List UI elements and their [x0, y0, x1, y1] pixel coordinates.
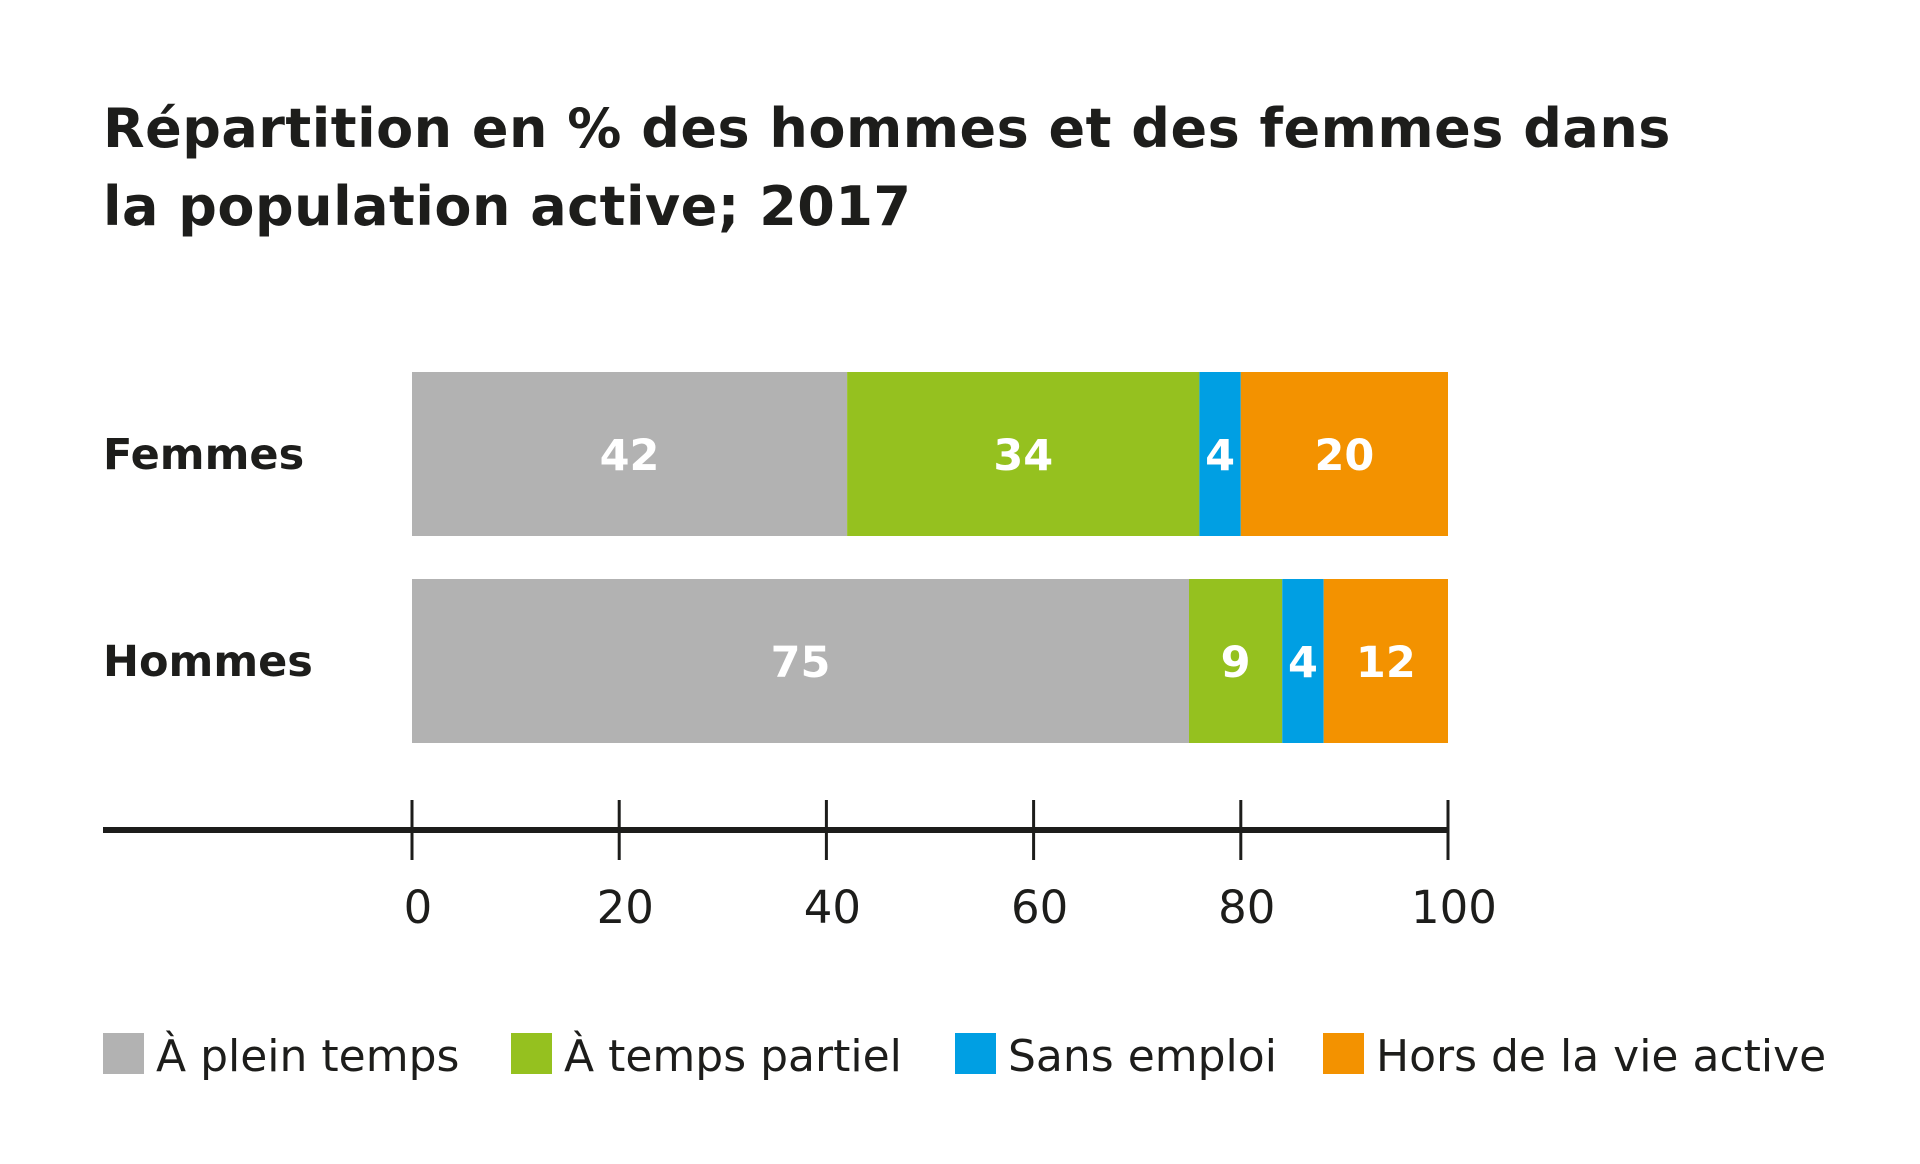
legend-label-a-plein-temps: À plein temps — [156, 1029, 459, 1082]
legend-swatch-sans-emploi — [955, 1033, 996, 1074]
bar-value-label-femmes-hors-de-la-vie-active: 20 — [1314, 431, 1374, 481]
x-tick-label-60: 60 — [1011, 881, 1068, 934]
chart-title-line-1: Répartition en % des hommes et des femme… — [103, 97, 1671, 160]
bar-value-label-femmes-a-plein-temps: 42 — [600, 431, 660, 481]
x-tick-label-40: 40 — [804, 881, 861, 934]
chart-title: Répartition en % des hommes et des femme… — [103, 90, 1703, 246]
bar-femmes-sans-emploi — [1199, 372, 1241, 536]
category-label-femmes: Femmes — [103, 430, 304, 480]
bar-femmes-a-temps-partiel — [847, 372, 1200, 536]
legend-swatch-hors-de-la-vie-active — [1323, 1033, 1364, 1074]
bar-femmes-a-plein-temps — [412, 372, 848, 536]
bar-value-label-femmes-sans-emploi: 4 — [1205, 431, 1235, 481]
bar-value-label-hommes-a-temps-partiel: 9 — [1221, 638, 1251, 688]
legend-label-a-temps-partiel: À temps partiel — [564, 1029, 902, 1082]
bar-femmes-hors-de-la-vie-active — [1240, 372, 1448, 536]
legend-label-hors-de-la-vie-active: Hors de la vie active — [1376, 1031, 1826, 1082]
bar-hommes-a-temps-partiel — [1189, 579, 1283, 743]
chart-title-line-2: la population active; 2017 — [103, 175, 912, 238]
bar-hommes-sans-emploi — [1282, 579, 1324, 743]
bar-value-label-hommes-a-plein-temps: 75 — [771, 638, 831, 688]
legend-swatch-a-temps-partiel — [511, 1033, 552, 1074]
x-tick-label-20: 20 — [597, 881, 654, 934]
bar-hommes-hors-de-la-vie-active — [1323, 579, 1448, 743]
bar-hommes-a-plein-temps — [412, 579, 1189, 743]
bar-value-label-hommes-sans-emploi: 4 — [1288, 638, 1318, 688]
x-tick-label-0: 0 — [404, 881, 433, 934]
legend-swatch-a-plein-temps — [103, 1033, 144, 1074]
x-tick-label-100: 100 — [1411, 881, 1497, 934]
bar-value-label-hommes-hors-de-la-vie-active: 12 — [1356, 638, 1416, 688]
x-tick-label-80: 80 — [1218, 881, 1275, 934]
category-label-hommes: Hommes — [103, 637, 313, 687]
bar-value-label-femmes-a-temps-partiel: 34 — [993, 431, 1053, 481]
legend-label-sans-emploi: Sans emploi — [1008, 1031, 1277, 1082]
